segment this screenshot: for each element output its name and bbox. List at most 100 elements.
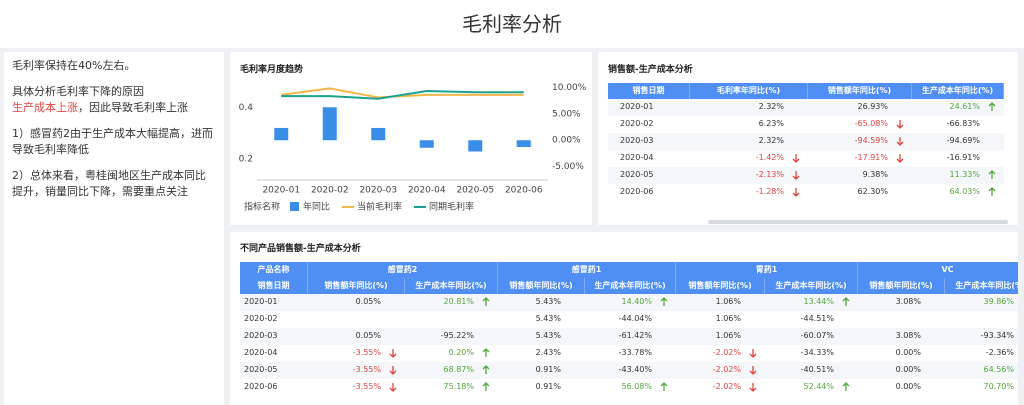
table-cell: 64.03% [949, 187, 980, 196]
table-cell: 2020-01 [620, 102, 654, 111]
table-cell: -66.83% [946, 119, 980, 128]
table-cell: -61.42% [618, 331, 652, 340]
table-cell: -2.02% [712, 382, 741, 391]
table-cell: -94.69% [946, 136, 980, 145]
table-cell: 13.44% [803, 297, 834, 306]
arrow-up [988, 102, 996, 111]
table-cell: -2.02% [712, 348, 741, 357]
table-cell: 2.32% [758, 136, 784, 145]
bar [419, 140, 434, 148]
y2-tick-label: -5.00% [552, 162, 584, 172]
legend-swatch [290, 202, 299, 211]
table-cell: 39.86% [983, 297, 1014, 306]
legend-label: 年同比 [303, 201, 330, 213]
table-cell: -3.55% [352, 365, 381, 374]
table-cell: 70.70% [983, 382, 1014, 391]
bar [274, 127, 289, 141]
table-cell: 2020-02 [244, 314, 278, 323]
table-cell [308, 311, 381, 328]
y2-tick-label: 0.00% [552, 136, 581, 146]
table-cell: -16.91% [946, 153, 980, 162]
table-cell: 1.06% [715, 297, 741, 306]
table-cell: 52.44% [803, 382, 834, 391]
chart-panel: 毛利率月度趋势 0.2 0.4 10.00% 5.00% 0.00% -5.00% 2020… [230, 52, 592, 225]
table-row [240, 328, 1018, 345]
table-title: 不同产品销售额-生产成本分析 [240, 244, 361, 254]
table-cell: 0.00% [895, 348, 921, 357]
table-cell: -93.34% [980, 331, 1014, 340]
table-cell: 0.91% [535, 382, 561, 391]
table-cell: 14.40% [621, 297, 652, 306]
x-tick-label: 2020-03 [359, 186, 397, 196]
arrow-down [792, 188, 800, 197]
arrow-up [660, 382, 668, 391]
table-cell: 2.43% [535, 348, 561, 357]
scrollbar[interactable] [708, 220, 1008, 224]
column-header: 销售额年同比(%) [808, 83, 912, 99]
header: 毛利率分析 [0, 0, 1024, 48]
table-cell: -2.13% [755, 170, 784, 179]
table-cell: 5.43% [535, 297, 561, 306]
table-cell: 0.05% [355, 331, 381, 340]
column-header: 生产成本年同比(%) [405, 278, 498, 294]
column-header: 毛利率年同比(%) [690, 83, 808, 99]
table-cell: 2020-04 [620, 153, 654, 162]
column-header: 生产成本年同比(%) [585, 278, 676, 294]
notes-panel: 毛利率保持在40%左右。 具体分析毛利率下降的原因 生产成本上涨，因此导致毛利率上… [4, 52, 224, 405]
column-header: 销售额年同比(%) [308, 278, 405, 294]
table-row [240, 379, 1018, 396]
table-cell: 2020-02 [620, 119, 654, 128]
note: 2）总体来看，粤桂闽地区生产成本同比提升，销量同比下降，需要重点关注 [12, 169, 206, 198]
column-header: 销售日期 [608, 83, 690, 99]
table-cell: -44.51% [800, 314, 834, 323]
table-cell: 0.00% [895, 365, 921, 374]
column-header: 销售日期 [240, 278, 308, 294]
arrow-down [749, 349, 757, 358]
table-cell: 3.08% [895, 297, 921, 306]
table-cell: 68.87% [443, 365, 474, 374]
product-header: 胃药1 [676, 262, 858, 278]
x-tick-label: 2020-06 [505, 186, 543, 196]
legend-title: 指标名称 [244, 201, 280, 213]
table-cell: 20.81% [443, 297, 474, 306]
table-cell: 2020-04 [244, 348, 278, 357]
arrow-up [988, 187, 996, 196]
table-cell: -44.04% [618, 314, 652, 323]
column-header: 产品名称 [240, 262, 308, 278]
arrow-up [842, 382, 850, 391]
table-cell: 0.20% [448, 348, 474, 357]
bar [516, 140, 531, 148]
column-header: 销售额年同比(%) [858, 278, 945, 294]
table-cell: -1.28% [755, 187, 784, 196]
table-cell: -60.07% [800, 331, 834, 340]
table-cell: -43.40% [618, 365, 652, 374]
table-cell: 11.33% [949, 170, 980, 179]
table-cell: 9.38% [862, 170, 888, 179]
table-row [608, 167, 1004, 184]
table-row [240, 294, 1018, 311]
bar [468, 140, 483, 152]
line [281, 89, 524, 100]
table-cell: 64.56% [983, 365, 1014, 374]
table-cell: -95.22% [440, 331, 474, 340]
legend-label: 同期毛利率 [429, 201, 474, 213]
x-tick-label: 2020-05 [456, 186, 494, 196]
arrow-up [482, 365, 490, 374]
table-cell: -33.78% [618, 348, 652, 357]
table-row [608, 116, 1004, 133]
arrow-up [842, 297, 850, 306]
column-header: 生产成本年同比(%) [945, 278, 1018, 294]
table-row [608, 99, 1004, 116]
table-cell [945, 311, 1014, 328]
arrow-down [792, 154, 800, 163]
bar [371, 127, 386, 141]
table-cell: 62.30% [857, 187, 888, 196]
legend-label: 当前毛利率 [357, 201, 402, 213]
arrow-down [792, 171, 800, 180]
table-cell: 1.06% [715, 331, 741, 340]
y-tick-label: 0.2 [239, 155, 253, 165]
column-header: 生产成本年同比(%) [765, 278, 858, 294]
chart: 0.2 0.4 10.00% 5.00% 0.00% -5.00% 2020-01 2020-… [239, 83, 587, 213]
table-cell: -2.36% [985, 348, 1014, 357]
